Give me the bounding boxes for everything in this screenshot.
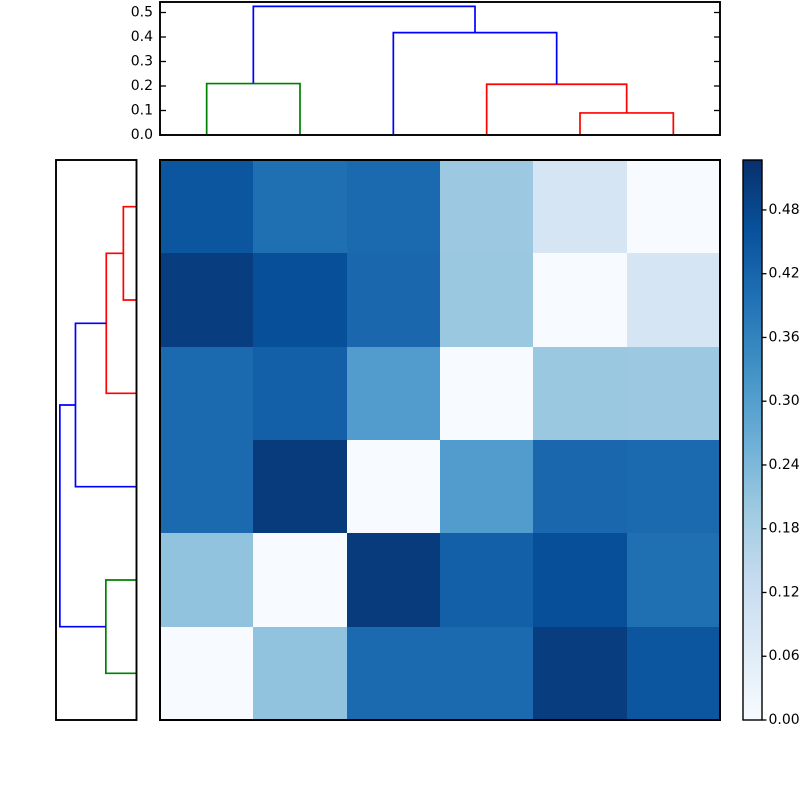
colorbar-tick-label: 0.12 bbox=[769, 584, 800, 600]
top-dendrogram-link-red-1 bbox=[579, 112, 675, 135]
left-dendrogram-link-red-1 bbox=[105, 252, 137, 395]
colorbar-tick-label: 0.06 bbox=[769, 648, 800, 664]
colorbar: 0.00 0.06 0.12 0.18 0.24 0.30 0.36 0.42 0.48 bbox=[742, 159, 800, 728]
heatmap-cell-r3c4 bbox=[440, 347, 533, 440]
heatmap-cell-r2c3 bbox=[347, 253, 440, 347]
heatmap-cell-r5c2 bbox=[253, 533, 347, 627]
colorbar-tick-label: 0.30 bbox=[769, 393, 800, 409]
heatmap-cell-r1c2 bbox=[253, 160, 347, 253]
heatmap-cell-r4c3 bbox=[347, 440, 440, 533]
left-dendrogram-frame bbox=[55, 159, 138, 721]
heatmap bbox=[160, 160, 720, 720]
heatmap-cell-r6c3 bbox=[347, 627, 440, 720]
heatmap-cell-r3c2 bbox=[253, 347, 347, 440]
heatmap-cell-r5c1 bbox=[160, 533, 253, 627]
heatmap-cell-r1c1 bbox=[160, 160, 253, 253]
top-dendrogram-link-red-2 bbox=[485, 83, 628, 135]
heatmap-cell-r3c6 bbox=[627, 347, 720, 440]
colorbar-tick-label: 0.42 bbox=[769, 266, 800, 282]
heatmap-cell-r5c5 bbox=[533, 533, 627, 627]
heatmap-cell-r1c6 bbox=[627, 160, 720, 253]
heatmap-cell-r2c4 bbox=[440, 253, 533, 347]
top-dendrogram-link-blue-4 bbox=[252, 5, 476, 84]
heatmap-cell-r4c5 bbox=[533, 440, 627, 533]
heatmap-cell-r5c4 bbox=[440, 533, 533, 627]
heatmap-cell-r2c1 bbox=[160, 253, 253, 347]
colorbar-tick-label: 0.18 bbox=[769, 521, 800, 537]
heatmap-cell-r4c1 bbox=[160, 440, 253, 533]
colorbar-tick-label: 0.48 bbox=[769, 202, 800, 218]
heatmap-cell-r4c6 bbox=[627, 440, 720, 533]
heatmap-cell-r2c2 bbox=[253, 253, 347, 347]
top-dendrogram-frame bbox=[159, 1, 721, 136]
heatmap-cell-r1c4 bbox=[440, 160, 533, 253]
heatmap-cell-r6c5 bbox=[533, 627, 627, 720]
heatmap-border bbox=[159, 159, 721, 721]
heatmap-cell-r2c6 bbox=[627, 253, 720, 347]
left-dendrogram-axes bbox=[55, 159, 138, 721]
left-dendrogram-link-blue-4 bbox=[59, 404, 106, 628]
top-axis-tick-label: 0.1 bbox=[131, 103, 153, 119]
colorbar-bar bbox=[743, 160, 762, 720]
colorbar-tick-label: 0.24 bbox=[769, 457, 800, 473]
heatmap-cell-r4c2 bbox=[253, 440, 347, 533]
top-axis-tick-label: 0.3 bbox=[131, 54, 153, 70]
heatmap-cell-r3c5 bbox=[533, 347, 627, 440]
top-axis-tick-label: 0.2 bbox=[131, 78, 153, 94]
heatmap-cell-r1c5 bbox=[533, 160, 627, 253]
top-axis-tick-label: 0.0 bbox=[131, 127, 153, 143]
heatmap-cell-r6c6 bbox=[627, 627, 720, 720]
top-axis-tick-label: 0.5 bbox=[131, 5, 153, 21]
heatmap-cell-r6c2 bbox=[253, 627, 347, 720]
heatmap-cell-r6c1 bbox=[160, 627, 253, 720]
top-axis-tick-label: 0.4 bbox=[131, 29, 153, 45]
left-dendrogram-link-red-0 bbox=[122, 205, 137, 301]
heatmap-cell-r2c5 bbox=[533, 253, 627, 347]
heatmap-cell-r5c6 bbox=[627, 533, 720, 627]
heatmap-cell-r5c3 bbox=[347, 533, 440, 627]
heatmap-cell-r3c1 bbox=[160, 347, 253, 440]
colorbar-border bbox=[742, 159, 763, 721]
heatmap-cell-r4c4 bbox=[440, 440, 533, 533]
heatmap-cell-r3c3 bbox=[347, 347, 440, 440]
heatmap-cell-r1c3 bbox=[347, 160, 440, 253]
top-dendrogram-link-green-0 bbox=[205, 82, 301, 135]
top-dendrogram-axes: 0.0 0.1 0.2 0.3 0.4 0.5 bbox=[131, 1, 721, 143]
left-dendrogram-link-green-3 bbox=[104, 579, 137, 675]
colorbar-tick-label: 0.36 bbox=[769, 329, 800, 345]
colorbar-tick-label: 0.00 bbox=[769, 712, 800, 728]
heatmap-cell-r6c4 bbox=[440, 627, 533, 720]
